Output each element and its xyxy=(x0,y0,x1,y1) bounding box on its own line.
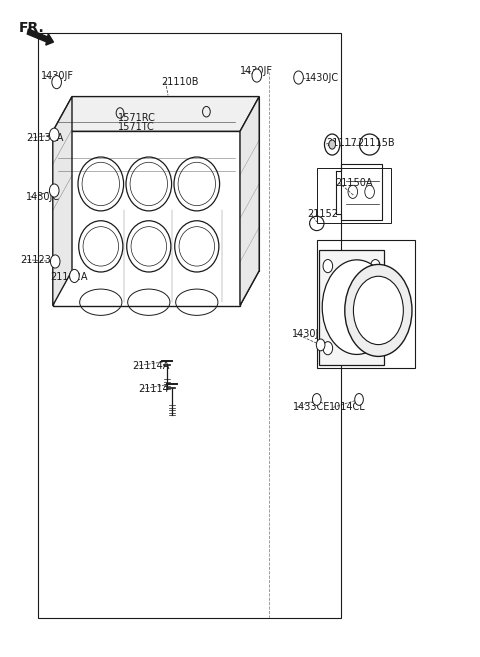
Text: 1430JC: 1430JC xyxy=(305,72,339,83)
Text: 1571RC: 1571RC xyxy=(118,113,156,124)
Text: 21115B: 21115B xyxy=(358,138,395,148)
Text: 21114: 21114 xyxy=(138,384,169,394)
Text: 21110B: 21110B xyxy=(161,77,198,87)
Circle shape xyxy=(345,265,412,356)
Circle shape xyxy=(371,342,380,355)
Text: 21443: 21443 xyxy=(372,306,403,316)
Text: 21162A: 21162A xyxy=(50,272,88,283)
Circle shape xyxy=(371,260,380,273)
Circle shape xyxy=(52,76,61,89)
Text: 1571TC: 1571TC xyxy=(118,122,155,132)
Text: 1014CL: 1014CL xyxy=(329,402,366,413)
Text: 21150A: 21150A xyxy=(335,177,372,188)
Circle shape xyxy=(323,260,333,273)
Polygon shape xyxy=(240,97,259,306)
Text: FR.: FR. xyxy=(19,21,45,35)
Text: 1430JC: 1430JC xyxy=(26,192,60,202)
Circle shape xyxy=(294,71,303,84)
Text: 1430JF: 1430JF xyxy=(41,70,74,81)
Circle shape xyxy=(353,277,403,344)
Polygon shape xyxy=(53,131,240,306)
Polygon shape xyxy=(53,97,72,306)
Circle shape xyxy=(70,269,79,283)
Bar xyxy=(317,168,391,223)
Circle shape xyxy=(49,128,59,141)
Polygon shape xyxy=(53,97,259,131)
Text: 1430JC: 1430JC xyxy=(292,328,326,339)
Text: 21152: 21152 xyxy=(307,208,338,219)
Polygon shape xyxy=(53,271,259,306)
Bar xyxy=(317,240,415,368)
Circle shape xyxy=(323,342,333,355)
Text: 21123: 21123 xyxy=(20,254,51,265)
Circle shape xyxy=(50,255,60,268)
Circle shape xyxy=(252,69,262,82)
Polygon shape xyxy=(319,250,384,365)
Text: 21114A: 21114A xyxy=(132,361,169,371)
Bar xyxy=(38,33,341,618)
Text: 21117: 21117 xyxy=(326,138,357,148)
Circle shape xyxy=(329,140,336,149)
Text: 21134A: 21134A xyxy=(26,133,64,143)
Text: 1433CE: 1433CE xyxy=(293,402,330,413)
Circle shape xyxy=(355,394,363,405)
Circle shape xyxy=(49,184,59,197)
Text: 1430JF: 1430JF xyxy=(240,66,273,76)
Circle shape xyxy=(322,260,391,355)
Text: 21440: 21440 xyxy=(355,258,386,268)
FancyArrow shape xyxy=(27,29,53,45)
Circle shape xyxy=(312,394,321,405)
Circle shape xyxy=(316,339,325,351)
